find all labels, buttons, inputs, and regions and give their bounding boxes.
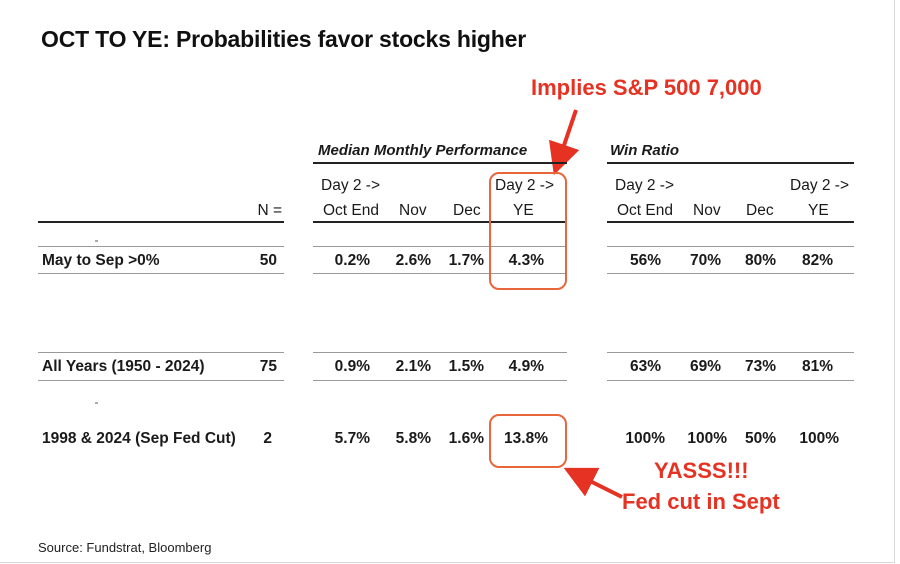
row-perf-dec: 1.5% — [448, 358, 484, 375]
row-n: 50 — [259, 252, 277, 269]
header-median-performance: Median Monthly Performance — [318, 142, 528, 159]
row-win-nov: 69% — [689, 358, 721, 375]
row-win-dec: 50% — [744, 430, 776, 447]
row-win-nov: 70% — [689, 252, 721, 269]
arrow-down — [549, 109, 580, 176]
row2-bottom-rule-win — [607, 380, 854, 381]
row1-bottom-rule-median — [313, 273, 567, 274]
row-perf-dec: 1.7% — [448, 252, 484, 269]
row2-bottom-rule-median — [313, 380, 567, 381]
highlight-box-fed-cut — [489, 414, 567, 468]
slide-title: OCT TO YE: Probabilities favor stocks hi… — [41, 26, 526, 52]
row-label: May to Sep >0% — [42, 252, 160, 269]
annotation-yasss: YASSS!!! — [654, 458, 749, 483]
source-note: Source: Fundstrat, Bloomberg — [38, 540, 212, 555]
row-perf-nov: 2.1% — [395, 358, 431, 375]
row-label: All Years (1950 - 2024) — [42, 358, 205, 375]
row1-bottom-rule — [38, 273, 284, 274]
col-n: N = — [257, 202, 282, 219]
col-ye: YE — [513, 202, 534, 219]
rule-win-top — [607, 162, 854, 164]
col-ye-day2: Day 2 -> — [495, 177, 555, 194]
row-win-oct: 56% — [629, 252, 661, 269]
scan-mark — [95, 402, 98, 404]
annotation-implies: Implies S&P 500 7,000 — [531, 75, 762, 100]
row2-top-rule — [38, 352, 284, 353]
highlight-box-ye — [489, 172, 567, 290]
col-oct-day2: Day 2 -> — [321, 177, 381, 194]
col-win-ye: YE — [808, 202, 829, 219]
row-win-oct: 100% — [625, 430, 665, 447]
row-perf-nov: 2.6% — [395, 252, 431, 269]
row2-bottom-rule — [38, 380, 284, 381]
row1-top-rule-win — [607, 246, 854, 247]
row1-bottom-rule-win — [607, 273, 854, 274]
row-label: 1998 & 2024 (Sep Fed Cut) — [42, 430, 236, 447]
row-win-ye: 100% — [799, 430, 839, 447]
header-win-ratio: Win Ratio — [610, 142, 680, 159]
scan-mark — [95, 240, 98, 242]
row-perf-dec: 1.6% — [448, 430, 484, 447]
row-win-oct: 63% — [629, 358, 661, 375]
col-win-oct-end: Oct End — [617, 202, 673, 219]
rule-median-top — [313, 162, 567, 164]
row2-top-rule-median — [313, 352, 567, 353]
arrow-left — [563, 467, 623, 499]
col-win-dec: Dec — [746, 202, 774, 219]
col-win-oct-day2: Day 2 -> — [615, 177, 675, 194]
row1-top-rule-median — [313, 246, 567, 247]
row-win-dec: 73% — [744, 358, 776, 375]
col-dec: Dec — [453, 202, 481, 219]
row-n: 75 — [259, 358, 277, 375]
rule-win-header — [607, 221, 854, 223]
row-perf-oct: 0.2% — [334, 252, 370, 269]
row-perf-oct: 5.7% — [334, 430, 370, 447]
row-perf-ye: 4.9% — [508, 358, 544, 375]
row-win-dec: 80% — [744, 252, 776, 269]
row-perf-ye: 4.3% — [508, 252, 544, 269]
row-n: 2 — [263, 430, 272, 447]
row-win-ye: 82% — [801, 252, 833, 269]
col-oct-end: Oct End — [323, 202, 379, 219]
row1-top-rule — [38, 246, 284, 247]
row2-top-rule-win — [607, 352, 854, 353]
row-perf-oct: 0.9% — [334, 358, 370, 375]
col-nov: Nov — [399, 202, 427, 219]
row-perf-ye: 13.8% — [504, 430, 548, 447]
row-win-ye: 81% — [801, 358, 833, 375]
row-win-nov: 100% — [687, 430, 727, 447]
annotation-fed-cut: Fed cut in Sept — [622, 489, 780, 514]
rule-label-header — [38, 221, 284, 223]
col-win-nov: Nov — [693, 202, 721, 219]
rule-median-header — [313, 221, 567, 223]
col-win-ye-day2: Day 2 -> — [790, 177, 850, 194]
row-perf-nov: 5.8% — [395, 430, 431, 447]
